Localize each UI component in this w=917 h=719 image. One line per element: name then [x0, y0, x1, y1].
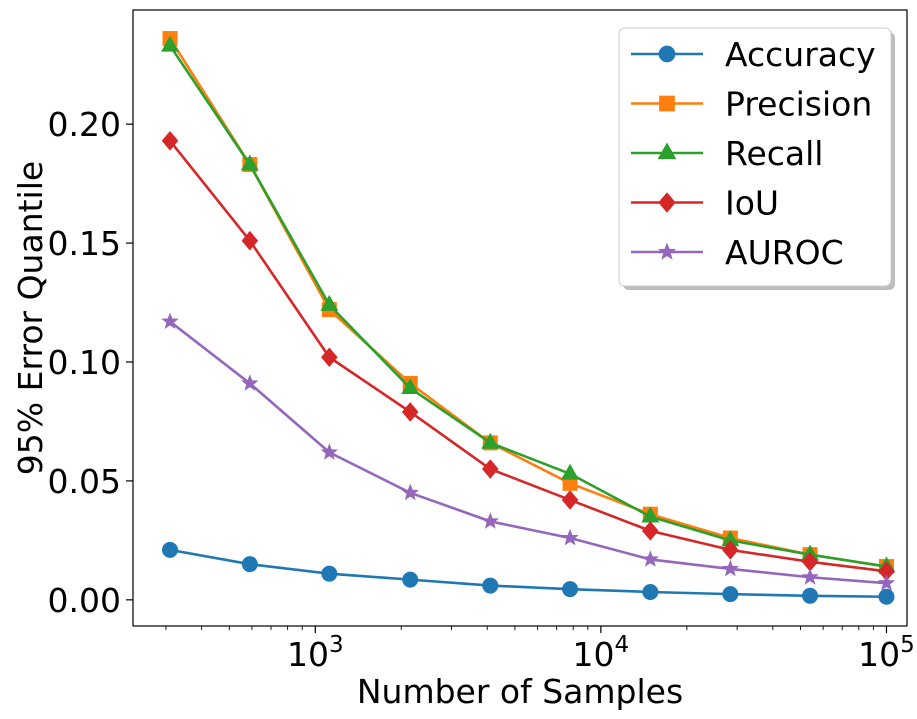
series-accuracy — [162, 541, 895, 605]
y-tick-label: 0.10 — [48, 343, 121, 382]
data-point-auroc — [561, 528, 579, 546]
legend-item-precision: Precision — [631, 85, 872, 124]
data-point-accuracy — [878, 588, 895, 605]
y-tick-label: 0.05 — [48, 462, 121, 501]
legend-marker-auroc — [657, 242, 677, 260]
series-line-accuracy — [169, 548, 887, 599]
data-point-auroc — [641, 550, 660, 567]
legend-label-precision: Precision — [725, 85, 872, 124]
data-point-auroc — [401, 483, 419, 501]
x-axis-label: Number of Samples — [357, 672, 683, 711]
series-iou — [161, 131, 895, 582]
series-line-auroc — [169, 320, 887, 585]
series-line-recall — [168, 44, 887, 568]
data-point-iou — [241, 230, 259, 251]
legend-label-iou: IoU — [725, 184, 779, 223]
legend-marker-precision — [659, 95, 675, 112]
legend-marker-recall — [657, 142, 677, 160]
series-layer — [161, 31, 896, 605]
x-tick-label: 105 — [858, 632, 915, 674]
legend-item-recall: Recall — [631, 134, 823, 173]
data-point-accuracy — [482, 577, 499, 594]
data-point-auroc — [877, 574, 896, 591]
legend-label-recall: Recall — [725, 134, 823, 173]
x-tick-base: 10 — [573, 635, 615, 674]
data-point-auroc — [721, 559, 740, 577]
data-point-accuracy — [562, 581, 579, 598]
data-point-recall — [481, 432, 500, 449]
data-point-accuracy — [642, 583, 659, 600]
data-point-accuracy — [321, 565, 338, 582]
data-point-recall — [401, 378, 420, 395]
x-tick-base: 10 — [287, 635, 329, 674]
data-point-iou — [481, 459, 499, 479]
legend-marker-accuracy — [658, 45, 676, 63]
y-axis: 0.00 0.05 0.10 0.15 0.20 — [48, 105, 133, 620]
data-point-iou — [722, 540, 739, 560]
series-line-iou — [169, 139, 887, 573]
data-point-accuracy — [722, 586, 739, 603]
y-tick-label: 0.00 — [48, 581, 121, 620]
x-tick-base: 10 — [858, 635, 900, 674]
data-point-recall — [320, 294, 339, 311]
x-tick-exponent: 3 — [329, 632, 344, 658]
legend: Accuracy Precision Recall IoU AUROC — [618, 27, 895, 290]
data-point-accuracy — [402, 571, 419, 588]
data-point-recall — [240, 154, 259, 171]
data-point-auroc — [320, 443, 339, 460]
legend-item-iou: IoU — [631, 184, 779, 223]
legend-label-accuracy: Accuracy — [725, 35, 876, 74]
y-axis-label: 95% Error Quantile — [11, 161, 50, 475]
legend-item-auroc: AUROC — [631, 233, 844, 272]
y-tick-label: 0.20 — [48, 105, 121, 144]
series-auroc — [161, 312, 896, 591]
x-tick-exponent: 5 — [900, 632, 915, 658]
data-point-iou — [401, 402, 419, 422]
data-point-accuracy — [241, 556, 258, 573]
legend-marker-iou — [658, 192, 676, 213]
data-point-auroc — [161, 312, 179, 329]
data-point-iou — [561, 490, 579, 510]
data-point-iou — [642, 521, 659, 541]
data-point-auroc — [241, 374, 259, 391]
data-point-auroc — [801, 568, 819, 585]
legend-item-accuracy: Accuracy — [631, 35, 876, 74]
x-tick-label: 103 — [287, 632, 344, 674]
y-tick-label: 0.15 — [48, 224, 121, 263]
data-point-iou — [161, 131, 179, 151]
x-tick-label: 104 — [573, 632, 630, 674]
data-point-recall — [161, 35, 179, 52]
data-point-iou — [321, 347, 338, 368]
x-tick-exponent: 4 — [615, 632, 630, 658]
legend-label-auroc: AUROC — [725, 233, 844, 272]
x-axis: 103 104 105 — [165, 626, 915, 674]
data-point-auroc — [481, 512, 499, 529]
legend-box — [618, 27, 892, 287]
data-point-accuracy — [162, 541, 179, 558]
data-point-recall — [561, 463, 580, 480]
data-point-accuracy — [802, 587, 819, 604]
